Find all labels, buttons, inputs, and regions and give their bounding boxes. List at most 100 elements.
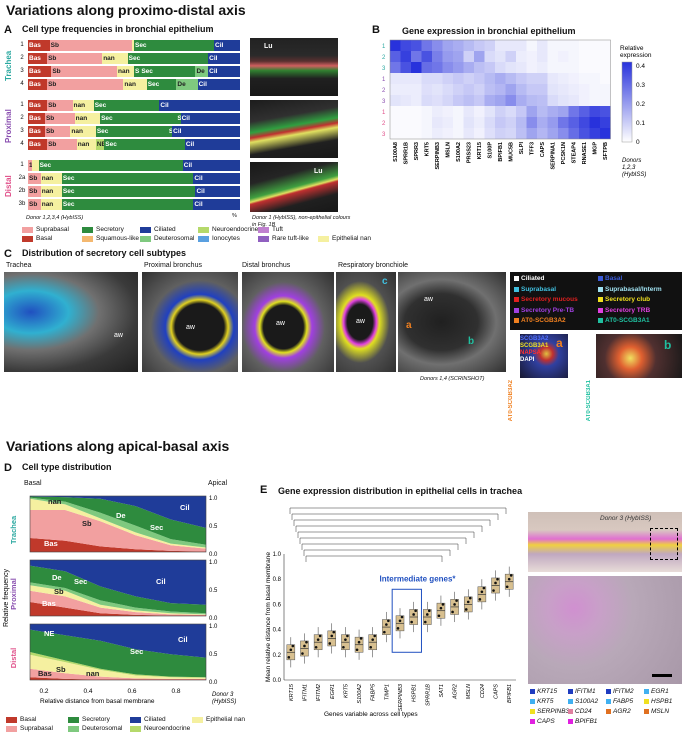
sig-bracket xyxy=(293,519,491,526)
legend-marker xyxy=(644,689,649,694)
bar-segment: Sb xyxy=(47,139,77,150)
heat-cell xyxy=(390,73,401,84)
bar-segment: Sb xyxy=(51,66,118,77)
heat-cell xyxy=(411,117,422,128)
box-point xyxy=(332,630,336,634)
legend-label: AT0-SCGB3A1 xyxy=(605,317,650,324)
heat-cell xyxy=(579,117,590,128)
e-gene-label: IFITM1 xyxy=(302,684,308,701)
legend-item: Ciliated xyxy=(140,226,176,233)
colorbar-title: expression xyxy=(620,52,652,59)
heat-cell xyxy=(474,95,485,106)
heat-cell xyxy=(400,62,411,73)
inset-letter-a: a xyxy=(556,336,563,350)
bar-segment: nan xyxy=(40,199,62,210)
e-ytick: 0.6 xyxy=(273,602,282,608)
heat-cell xyxy=(547,117,558,128)
heat-cell xyxy=(600,128,611,139)
bar-segment: De xyxy=(195,66,209,77)
box-point xyxy=(505,585,509,589)
area-label: De xyxy=(116,511,126,520)
heat-cell xyxy=(432,51,443,62)
area-layer xyxy=(30,497,206,548)
legend-swatch xyxy=(318,235,329,242)
heat-cell xyxy=(505,62,516,73)
area-layer xyxy=(30,624,206,658)
heat-gene-label: STEAP4 xyxy=(572,141,578,163)
heat-row-id: 1 xyxy=(382,77,386,83)
legend-label: Deuterosomal xyxy=(154,235,195,242)
heat-cell xyxy=(537,62,548,73)
heat-cell xyxy=(526,84,537,95)
box-point xyxy=(373,634,377,638)
heat-gene-label: SFTPB xyxy=(603,142,609,160)
stacked-bar: Sb nan Sec Cil xyxy=(28,173,240,184)
e-gene-label: HSPB1 xyxy=(412,684,418,702)
section-title-apical-basal: Variations along apical-basal axis xyxy=(6,438,230,454)
bar-segment: S xyxy=(133,66,141,77)
heat-cell xyxy=(390,40,401,51)
heat-cell xyxy=(516,51,527,62)
bar-segment: Cil xyxy=(214,40,240,51)
bar-segment: Sec xyxy=(61,199,194,210)
bar-segment: Sb xyxy=(44,126,71,137)
legend-marker xyxy=(598,276,603,281)
legend-item: Basal xyxy=(6,716,36,723)
bar-segment: Bas xyxy=(28,40,50,51)
box-point xyxy=(287,656,291,659)
heat-cell xyxy=(505,128,516,139)
legend-item: IFITM2 xyxy=(606,688,634,695)
legend-swatch xyxy=(68,716,79,723)
bar-segment: Cil xyxy=(197,79,240,90)
heat-cell xyxy=(400,51,411,62)
legend-label: HSPB1 xyxy=(651,698,673,705)
area-layer xyxy=(30,582,206,615)
bar-segment: nan xyxy=(74,113,101,124)
legend-marker xyxy=(606,709,611,714)
heat-cell xyxy=(421,95,432,106)
area-layer xyxy=(30,677,206,680)
box-point xyxy=(357,640,361,644)
colorbar-tick: 0.1 xyxy=(636,120,645,127)
bar-segment: NE xyxy=(95,139,105,150)
legend-label: Secretory Pre-TB xyxy=(521,306,575,314)
area-donor-note: (HybISS) xyxy=(212,699,236,705)
sig-bracket xyxy=(291,513,499,520)
heat-gene-label: TFF3 xyxy=(530,142,536,155)
heat-cell xyxy=(558,128,569,139)
heat-gene-label: MSLN xyxy=(446,142,452,158)
heat-cell xyxy=(558,106,569,117)
area-layer xyxy=(30,496,206,545)
airway-label: aw xyxy=(424,296,433,303)
legend-marker xyxy=(530,689,535,694)
area-label: Cil xyxy=(180,503,190,512)
heat-cell xyxy=(568,51,579,62)
heat-cell xyxy=(432,128,443,139)
zoom-box xyxy=(650,528,678,560)
bar-segment: Sec xyxy=(140,66,196,77)
heat-cell xyxy=(547,62,558,73)
heat-cell xyxy=(474,62,485,73)
area-label: Bas xyxy=(42,599,56,608)
area-label: Sec xyxy=(130,647,143,656)
area-ytick: 0.0 xyxy=(209,552,218,558)
heat-cell xyxy=(495,51,506,62)
bar-segment: nan xyxy=(40,173,62,184)
heat-cell xyxy=(526,73,537,84)
airway-label: aw xyxy=(356,318,365,325)
heat-gene-label: S100A8 xyxy=(393,142,399,162)
bar-segment xyxy=(32,160,39,171)
box-point xyxy=(507,577,511,581)
colorbar-tick: 0.3 xyxy=(636,82,645,89)
legend-item: Neuroendocrine xyxy=(198,226,258,233)
heat-cell xyxy=(558,95,569,106)
bar-segment: Sec xyxy=(95,126,168,137)
stacked-bar: Sb nan Sec Cil xyxy=(28,199,240,210)
legend-swatch xyxy=(140,235,151,242)
heat-cell xyxy=(453,84,464,95)
heat-cell xyxy=(463,84,474,95)
heat-cell xyxy=(589,73,600,84)
bar-segment: nan xyxy=(76,139,96,150)
legend-item: AT0-SCGB3A1 xyxy=(598,317,650,324)
panel-a-title: Cell type frequencies in bronchial epith… xyxy=(22,24,214,34)
